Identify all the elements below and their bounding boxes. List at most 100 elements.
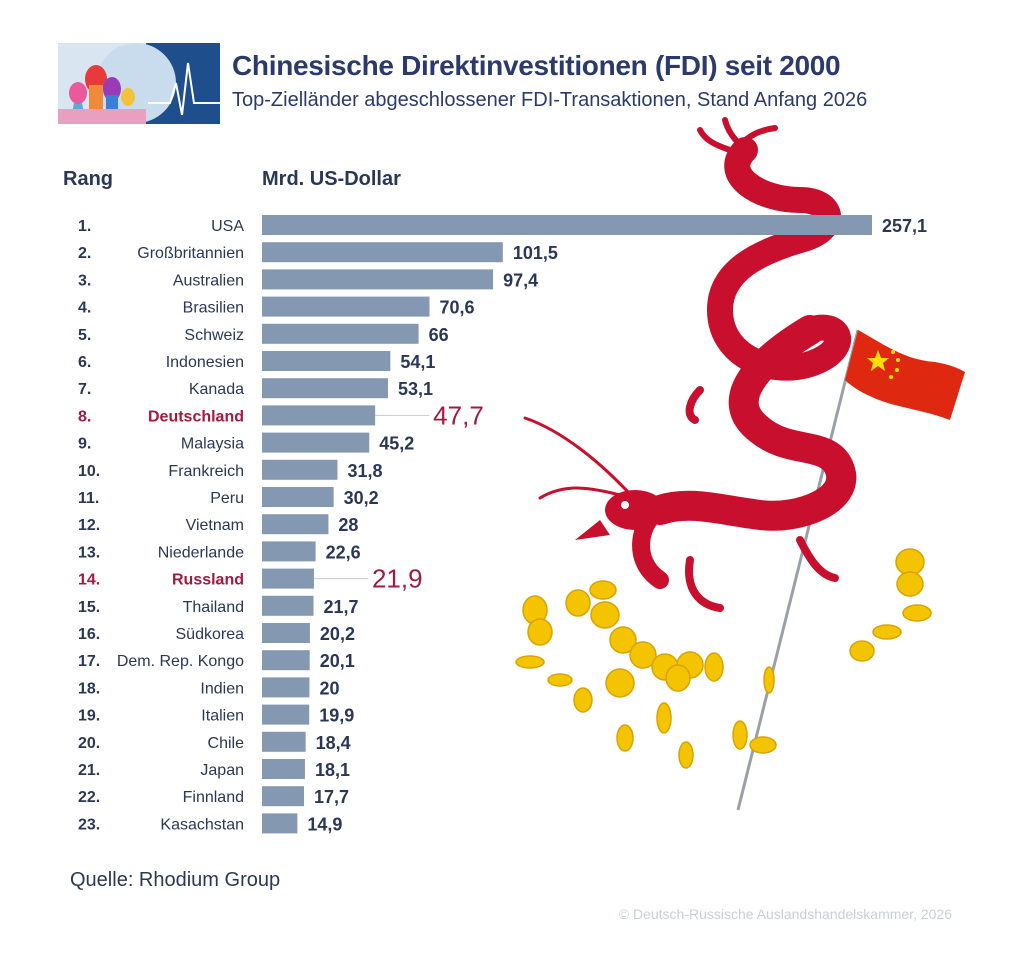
chart-title: Chinesische Direktinvestitionen (FDI) se… [232, 50, 841, 81]
rank-label: 6. [78, 354, 91, 371]
category-label: Brasilien [183, 300, 244, 317]
value-label: 18,4 [316, 733, 351, 753]
rank-label: 8. [78, 408, 91, 425]
rank-label: 12. [78, 517, 100, 534]
bar [262, 323, 419, 344]
rank-label: 19. [78, 708, 100, 725]
rank-label: 1. [78, 218, 91, 235]
value-label: 19,9 [319, 706, 354, 726]
category-label: Malaysia [181, 436, 244, 453]
bars-layer: 1. USA 257,1 2. Großbritannien 101,5 3. Austral… [78, 215, 927, 834]
category-label: Australien [173, 272, 244, 289]
rank-label: 2. [78, 245, 91, 262]
bar [262, 623, 310, 643]
value-label: 22,6 [326, 542, 361, 562]
copyright-note: © Deutsch-Russische Auslandshandelskamme… [618, 906, 952, 922]
value-label: 31,8 [347, 461, 382, 481]
value-label: 21,7 [323, 597, 358, 617]
value-label: 14,9 [307, 814, 342, 834]
rank-label: 16. [78, 626, 100, 643]
rank-label: 5. [78, 327, 91, 344]
header-logo [58, 43, 220, 124]
category-label: Vietnam [186, 517, 244, 534]
dragon-head-icon [575, 490, 665, 540]
value-label: 101,5 [513, 243, 558, 263]
category-label: Italien [201, 708, 244, 725]
rank-label: 21. [78, 762, 100, 779]
unit-column-header: Mrd. US-Dollar [262, 168, 401, 190]
category-label: Niederlande [158, 544, 244, 561]
category-label: Dem. Rep. Kongo [117, 653, 244, 670]
category-label: Kasachstan [160, 816, 244, 833]
bar [262, 677, 310, 698]
china-flag-icon [845, 330, 965, 420]
bar [262, 378, 388, 399]
rank-label: 9. [78, 436, 91, 453]
bar [262, 296, 430, 317]
category-label: Finnland [183, 789, 244, 806]
bar [262, 759, 305, 779]
source-note: Quelle: Rhodium Group [70, 869, 281, 891]
bar [262, 242, 503, 263]
rank-label: 18. [78, 680, 100, 697]
category-label: Chile [208, 735, 245, 752]
value-label: 45,2 [379, 434, 414, 454]
rank-label: 15. [78, 599, 100, 616]
bar [262, 731, 306, 752]
rank-label: 4. [78, 300, 91, 317]
value-label: 70,6 [440, 298, 475, 318]
category-label: Kanada [189, 381, 244, 398]
rank-column-header: Rang [63, 168, 113, 190]
value-label: 66 [429, 325, 449, 345]
bar [262, 351, 391, 371]
category-label: Thailand [183, 599, 244, 616]
bar [262, 650, 310, 671]
rank-label: 11. [78, 490, 99, 507]
value-label: 17,7 [314, 787, 349, 807]
bar [262, 541, 316, 562]
bar [262, 215, 872, 235]
dragon-illustration [515, 117, 965, 811]
rank-label: 3. [78, 272, 91, 289]
bar [262, 514, 329, 535]
rank-label: 13. [78, 544, 100, 561]
rank-label: 20. [78, 735, 100, 752]
value-label: 20,2 [320, 624, 355, 644]
rank-label: 17. [78, 653, 100, 670]
rank-label: 14. [78, 572, 100, 589]
bar [262, 405, 376, 426]
bar [262, 568, 314, 589]
category-label: Indien [200, 680, 244, 697]
category-label: USA [211, 218, 244, 235]
bar [262, 595, 314, 616]
bar [262, 269, 494, 290]
bar [262, 813, 298, 834]
bar [262, 459, 338, 480]
bar [262, 704, 310, 725]
rank-label: 23. [78, 816, 100, 833]
bar [262, 487, 334, 507]
rank-label: 10. [78, 463, 100, 480]
category-label: Deutschland [148, 408, 244, 425]
category-label: Großbritannien [137, 245, 244, 262]
category-label: Peru [210, 490, 244, 507]
category-label: Südkorea [176, 626, 245, 643]
category-label: Schweiz [184, 327, 244, 344]
category-label: Russland [172, 572, 244, 589]
rank-label: 7. [78, 381, 91, 398]
value-label: 30,2 [344, 488, 379, 508]
gold-coins-icon [515, 548, 932, 769]
value-label: 18,1 [315, 760, 350, 780]
value-label: 53,1 [398, 379, 433, 399]
value-label: 54,1 [400, 352, 435, 372]
value-label: 47,7 [433, 400, 484, 430]
value-label: 20 [319, 678, 339, 698]
value-label: 28 [338, 515, 358, 535]
category-label: Japan [200, 762, 244, 779]
bar [262, 786, 304, 807]
dragon-icon [523, 117, 857, 612]
category-label: Frankreich [168, 463, 244, 480]
value-label: 257,1 [882, 216, 927, 236]
value-label: 21,9 [372, 564, 423, 594]
